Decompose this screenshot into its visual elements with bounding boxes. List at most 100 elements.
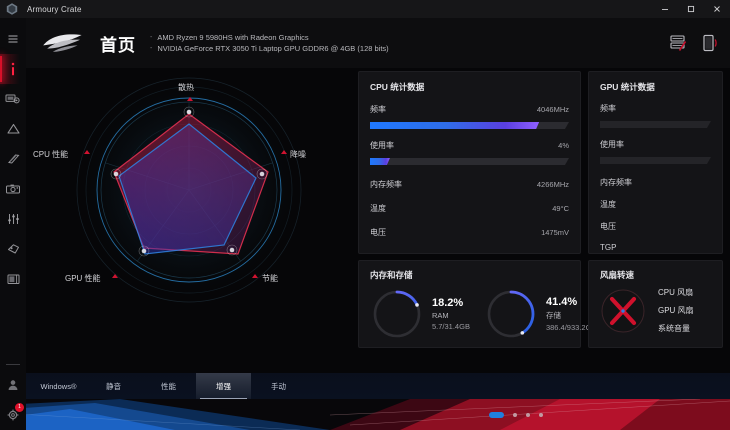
hamburger-icon	[8, 35, 18, 43]
sidebar-item-scenario-profiles[interactable]	[0, 174, 26, 204]
cpu-voltage-row: 电压 1475mV	[370, 227, 569, 238]
gpu-tgp-row: TGP	[600, 243, 711, 252]
cpu-memory-frequency-value: 4266MHz	[536, 180, 569, 189]
pager-dot[interactable]	[513, 413, 517, 417]
game-icon	[7, 154, 19, 164]
tab-turbo-label: 增强	[216, 381, 231, 391]
sidebar-item-user-account[interactable]	[0, 370, 26, 400]
person-icon	[8, 380, 18, 390]
cpu-temperature-value: 49°C	[552, 204, 569, 213]
gpu-voltage-label: 电压	[600, 222, 616, 231]
gpu-usage-bar	[600, 157, 711, 164]
radar-label-cooling: 散热	[178, 83, 194, 92]
gpu-usage-row: 使用率	[600, 139, 711, 150]
gpu-memory-frequency-row: 内存频率	[600, 177, 711, 188]
cpu-temperature-label: 温度	[370, 204, 386, 213]
tab-silent[interactable]: 静音	[86, 373, 141, 399]
sidebar-item-app-settings[interactable]: 1	[0, 400, 26, 430]
fan-panel-title: 风扇转速	[600, 270, 635, 280]
radar-caret-gpu-performance	[112, 274, 118, 278]
cpu-usage-row: 使用率 4%	[370, 140, 569, 151]
sidebar-item-deals-tag[interactable]	[0, 234, 26, 264]
tab-performance-label: 性能	[161, 381, 176, 391]
sidebar-item-game-library[interactable]	[0, 144, 26, 174]
window-icon	[7, 274, 19, 284]
radar-label-cpu-performance: CPU 性能	[33, 150, 69, 159]
tag-icon	[7, 244, 19, 254]
spec-bullet: -	[150, 45, 153, 52]
gpu-temperature-label: 温度	[600, 200, 616, 209]
ram-gauge-text: 18.2% RAM 5.7/31.4GB	[432, 297, 470, 331]
cpu-usage-bar	[370, 158, 569, 165]
spec-cpu-text: AMD Ryzen 9 5980HS with Radeon Graphics	[157, 33, 309, 42]
main-content: 散热 降噪 节能 GPU 性能 CPU 性能 CPU 统计数据 频率 4046M…	[26, 68, 730, 373]
sidebar-divider	[6, 364, 20, 365]
radar-label-noise: 降噪	[290, 150, 306, 159]
layers-stack-icon	[670, 35, 687, 51]
cpu-panel-title: CPU 统计数据	[370, 82, 425, 92]
storage-donut-svg	[487, 290, 535, 338]
performance-radar-chart: 散热 降噪 节能 GPU 性能 CPU 性能	[26, 68, 356, 373]
spec-gpu-text: NVIDIA GeForce RTX 3050 Ti Laptop GPU GD…	[157, 44, 389, 53]
ram-detail: 5.7/31.4GB	[432, 322, 470, 331]
ram-gauge: 18.2% RAM 5.7/31.4GB	[370, 287, 470, 341]
sidebar-item-featured-window[interactable]	[0, 264, 26, 294]
camera-icon	[6, 184, 20, 194]
page-title: 首页	[100, 35, 136, 55]
storage-gauge-text: 41.4% 存储 386.4/933.2GB	[546, 296, 596, 332]
pager-dot[interactable]	[526, 413, 530, 417]
gpu-stats-panel: GPU 统计数据 频率 使用率 内存频率 温度 电压	[588, 71, 723, 254]
gpu-voltage-row: 电压	[600, 221, 711, 232]
cpu-voltage-value: 1475mV	[541, 228, 569, 237]
close-icon	[714, 6, 720, 12]
sidebar-item-aura-sync[interactable]	[0, 114, 26, 144]
tab-manual[interactable]: 手动	[251, 373, 306, 399]
tab-turbo[interactable]: 增强	[196, 373, 251, 399]
sidebar-item-device-settings[interactable]	[0, 84, 26, 114]
minimize-button[interactable]	[652, 0, 678, 18]
settings-badge: 1	[15, 403, 24, 412]
sliders-icon	[7, 214, 19, 224]
gpu-temperature-row: 温度	[600, 199, 711, 210]
device-spec-list: - AMD Ryzen 9 5980HS with Radeon Graphic…	[150, 33, 389, 53]
radar-caret-noise	[281, 150, 287, 154]
cpu-memory-frequency-label: 内存频率	[370, 180, 402, 189]
minimize-icon	[662, 9, 668, 10]
fan-content: CPU 风扇 GPU 风扇 系统音量	[600, 287, 711, 334]
info-icon	[11, 62, 15, 76]
maximize-icon	[687, 5, 695, 13]
tab-performance[interactable]: 性能	[141, 373, 196, 399]
tab-silent-label: 静音	[106, 381, 121, 391]
radar-svg	[74, 75, 304, 305]
close-button[interactable]	[704, 0, 730, 18]
cpu-usage-bar-fill	[370, 158, 390, 165]
mobile-device-button[interactable]	[696, 26, 730, 60]
tab-windows[interactable]: Windows®	[31, 373, 86, 399]
sidebar-item-device-info[interactable]	[0, 54, 26, 84]
cpu-stats-panel: CPU 统计数据 频率 4046MHz 使用率 4% 内存频率 4266MHz …	[358, 71, 581, 254]
radar-label-power-saving: 节能	[262, 274, 278, 283]
fan-speed-panel: 风扇转速 CPU 风扇 GPU 风扇 系统音量	[588, 260, 723, 348]
cpu-frequency-row: 频率 4046MHz	[370, 104, 569, 115]
pager-dot-active[interactable]	[489, 412, 504, 418]
mode-tabs: Windows® 静音 性能 增强 手动	[31, 373, 306, 399]
radar-label-gpu-performance: GPU 性能	[65, 274, 101, 283]
cpu-usage-value: 4%	[558, 141, 569, 150]
ram-donut-svg	[373, 290, 421, 338]
carousel-pager[interactable]	[489, 412, 543, 418]
pager-dot[interactable]	[539, 413, 543, 417]
gpu-panel-title: GPU 统计数据	[600, 82, 655, 92]
sidebar-item-menu-hamburger[interactable]	[0, 24, 26, 54]
radar-caret-cooling	[187, 97, 193, 101]
storage-label: 存储	[545, 311, 561, 320]
gpu-frequency-bar	[600, 121, 711, 128]
sidebar-item-tuning-sliders[interactable]	[0, 204, 26, 234]
spec-row: - NVIDIA GeForce RTX 3050 Ti Laptop GPU …	[150, 44, 389, 53]
gpu-frequency-label: 频率	[600, 104, 616, 113]
footer-graphic	[0, 399, 730, 430]
layers-stack-button[interactable]	[662, 26, 696, 60]
maximize-button[interactable]	[678, 0, 704, 18]
cpu-frequency-bar-fill	[370, 122, 539, 129]
memory-storage-panel: 内存和存储	[358, 260, 596, 348]
